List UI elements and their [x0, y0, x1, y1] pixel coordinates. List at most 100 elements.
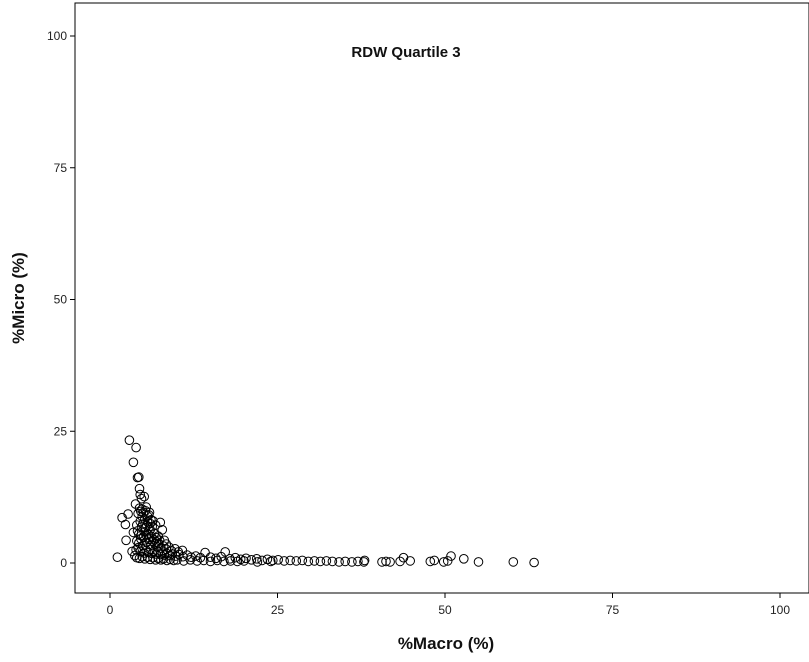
scatter-point: [303, 556, 314, 567]
scatter-point: [131, 545, 141, 555]
scatter-point: [438, 557, 449, 567]
scatter-point: [124, 435, 135, 446]
scatter-point: [199, 555, 209, 566]
points-layer: [112, 435, 539, 568]
scatter-point: [154, 535, 165, 546]
scatter-point: [136, 530, 146, 541]
scatter-point: [137, 511, 147, 522]
scatter-point: [185, 555, 196, 565]
scatter-point: [134, 483, 145, 494]
scatter-point: [200, 547, 210, 558]
scatter-point: [136, 493, 147, 504]
scatter-point: [508, 557, 519, 567]
scatter-point: [120, 519, 131, 530]
scatter-point: [309, 556, 320, 566]
scatter-point: [134, 553, 145, 564]
scatter-point: [212, 555, 222, 566]
scatter-point: [132, 520, 142, 530]
x-tick-label: 75: [606, 603, 620, 617]
scatter-point: [144, 510, 154, 520]
scatter-point: [220, 547, 230, 557]
scatter-point: [205, 556, 216, 567]
x-axis: 0 25 50 75 100: [107, 593, 790, 617]
scatter-point: [146, 531, 157, 542]
scatter-point: [473, 557, 484, 567]
scatter-point: [142, 517, 153, 527]
scatter-point: [211, 553, 221, 564]
scatter-point: [446, 551, 456, 561]
scatter-point: [241, 553, 251, 564]
scatter-point: [285, 555, 296, 566]
scatter-point: [123, 509, 133, 519]
scatter-point: [130, 550, 140, 561]
y-tick-label: 25: [54, 424, 68, 438]
scatter-point: [152, 537, 162, 547]
scatter-point: [459, 554, 469, 564]
scatter-point: [191, 551, 201, 561]
scatter-point: [327, 556, 338, 567]
y-tick-label: 50: [54, 293, 68, 307]
chart-title: RDW Quartile 3: [351, 44, 460, 61]
y-axis: 0 25 50 75 100: [47, 29, 75, 570]
scatter-point: [273, 555, 284, 565]
scatter-point: [239, 556, 249, 566]
scatter-point: [398, 552, 409, 563]
scatter-point: [425, 556, 436, 567]
y-axis-title: %Micro (%): [9, 252, 28, 344]
x-tick-label: 0: [107, 603, 114, 617]
scatter-point: [155, 517, 166, 528]
x-tick-label: 25: [271, 603, 285, 617]
scatter-point: [225, 556, 236, 566]
scatter-point: [153, 553, 163, 564]
scatter-point: [266, 556, 276, 567]
plot-area: [74, 2, 809, 594]
scatter-point: [192, 556, 202, 566]
scatter-point: [395, 556, 405, 567]
scatter-point: [315, 556, 326, 567]
scatter-point: [149, 535, 159, 545]
scatter-point: [429, 555, 440, 566]
scatter-point: [121, 535, 131, 546]
scatter-point: [252, 557, 263, 567]
scatter-point: [381, 556, 391, 567]
y-tick-label: 0: [60, 556, 67, 570]
scatter-point: [138, 532, 149, 543]
scatter-point: [150, 555, 161, 565]
y-tick-label: 100: [47, 29, 67, 43]
scatter-point: [178, 556, 189, 566]
scatter-point: [385, 557, 395, 567]
scatter-point: [168, 555, 179, 566]
x-axis-title: %Macro (%): [398, 634, 494, 653]
scatter-point: [157, 525, 168, 535]
scatter-point: [291, 556, 302, 566]
scatter-point: [232, 556, 243, 567]
scatter-point: [442, 556, 453, 566]
scatter-point: [139, 491, 149, 502]
scatter-point: [246, 555, 257, 565]
scatter-point: [377, 557, 387, 567]
scatter-point: [268, 555, 278, 566]
scatter-point: [297, 555, 308, 566]
scatter-point: [321, 556, 332, 566]
scatter-point: [131, 442, 141, 453]
scatter-point: [405, 556, 416, 566]
scatter-point: [334, 557, 344, 567]
scatter-point: [205, 552, 216, 563]
x-tick-label: 100: [770, 603, 790, 617]
scatter-point: [128, 457, 139, 468]
scatter-point: [112, 552, 123, 563]
scatter-point: [150, 520, 161, 530]
scatter-point: [172, 555, 182, 565]
scatter-point: [359, 557, 369, 567]
scatter-point: [134, 472, 144, 482]
scatter-point: [529, 557, 539, 568]
scatter-point: [145, 554, 155, 565]
scatter-point: [340, 556, 351, 567]
scatter-point: [279, 556, 290, 566]
x-tick-label: 50: [438, 603, 452, 617]
scatter-point: [219, 556, 229, 567]
scatter-point: [353, 556, 363, 567]
scatter-point: [162, 548, 172, 559]
scatter-point: [347, 557, 357, 567]
